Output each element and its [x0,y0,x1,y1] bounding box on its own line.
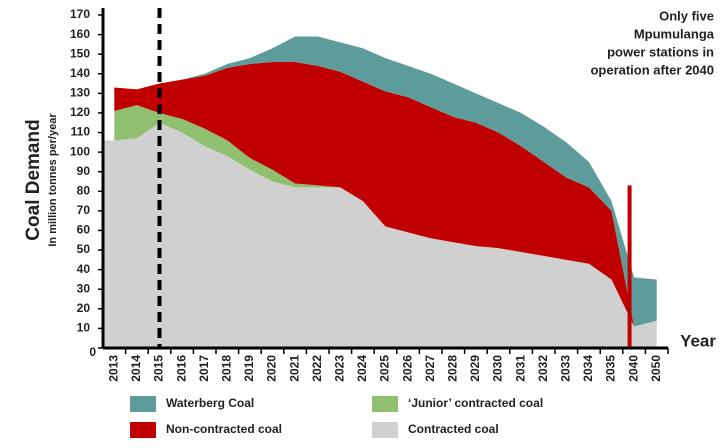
y-tick-label: 110 [71,125,91,139]
y-tick-label: 140 [70,66,90,80]
x-tick-label: 2025 [378,355,392,382]
area [114,62,657,327]
y-tick-label: 0 [89,345,96,359]
x-tick-label: 2028 [445,355,459,382]
x-tick-label: 2023 [332,355,346,382]
x-tick-label: 2032 [536,355,550,382]
x-tick-label: 2035 [604,355,618,382]
x-tick-label: 2034 [581,355,595,382]
x-tick-label: 2031 [513,355,527,382]
annotation: operation after 2040 [590,62,714,77]
x-tick-label: 2040 [626,355,640,382]
annotation: Only five [659,8,714,23]
x-tick-label: 2050 [649,355,663,382]
y-tick-label: 120 [70,105,90,119]
y-tick-label: 150 [70,46,90,60]
y-tick-label: 20 [77,301,91,315]
x-tick-label: 2033 [558,355,572,382]
y-tick-label: 10 [77,321,91,335]
y-tick-label: 160 [70,27,90,41]
legend-swatch [130,422,156,438]
x-tick-label: 2019 [242,355,256,382]
annotation: Mpumulanga [634,26,715,41]
area [114,105,657,327]
x-tick-label: 2029 [468,355,482,382]
legend-label: ‘Junior’ contracted coal [408,396,543,410]
x-tick-label: 2018 [219,355,233,382]
y-axis-label: Coal Demand [23,119,44,240]
x-tick-label: 2016 [174,355,188,382]
legend-label: Non-contracted coal [166,422,282,436]
x-tick-label: 2027 [423,355,437,382]
y-tick-label: 100 [70,144,90,158]
x-tick-label: 2024 [355,355,369,382]
legend-label: Waterberg Coal [166,396,254,410]
y-tick-label: 170 [70,7,90,21]
x-axis-label: Year [680,331,716,350]
x-tick-label: 2013 [106,355,120,382]
area [103,122,657,348]
x-tick-label: 2030 [491,355,505,382]
x-tick-label: 2022 [310,355,324,382]
x-tick-label: 2014 [129,355,143,382]
x-tick-label: 2015 [152,355,166,382]
x-tick-label: 2021 [287,355,301,382]
y-tick-label: 130 [70,86,90,100]
y-tick-label: 40 [77,262,91,276]
y-tick-label: 30 [77,281,91,295]
x-tick-label: 2020 [265,355,279,382]
y-tick-label: 60 [77,223,91,237]
y-axis-sublabel: In million tonnes per/year [47,113,59,247]
annotation: power stations in [607,44,714,59]
y-tick-label: 80 [77,183,91,197]
x-tick-label: 2017 [197,355,211,382]
legend-label: Contracted coal [408,422,499,436]
legend-swatch [372,422,398,438]
y-tick-label: 70 [77,203,91,217]
legend-swatch [372,396,398,412]
x-tick-label: 2026 [400,355,414,382]
y-tick-label: 50 [77,242,91,256]
legend-swatch [130,396,156,412]
y-tick-label: 90 [77,164,91,178]
